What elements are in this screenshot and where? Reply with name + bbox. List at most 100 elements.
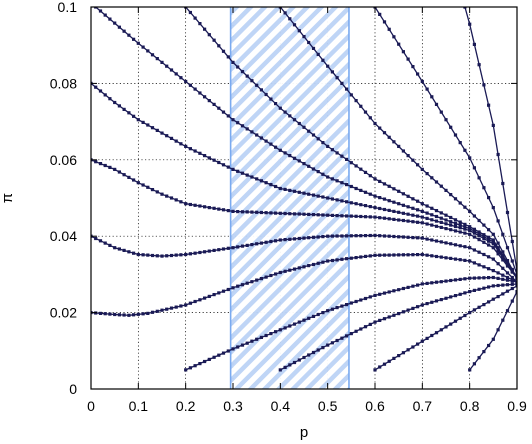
data-point — [439, 216, 443, 220]
data-point — [316, 213, 320, 217]
x-tick-label: 0.2 — [176, 398, 196, 414]
data-point — [354, 214, 358, 218]
data-point — [463, 222, 467, 226]
data-point — [132, 251, 136, 255]
data-point — [449, 256, 453, 260]
data-point — [302, 212, 306, 216]
data-point — [392, 313, 396, 317]
data-point — [496, 246, 500, 250]
data-point — [416, 253, 420, 257]
data-point — [349, 256, 353, 260]
data-point — [378, 292, 382, 296]
data-point — [463, 313, 467, 318]
data-point — [387, 184, 391, 188]
data-point — [212, 248, 216, 252]
data-point — [468, 22, 472, 26]
data-point — [425, 281, 429, 285]
data-point — [292, 23, 297, 27]
data-point — [307, 264, 311, 268]
data-point — [231, 209, 235, 213]
data-point — [439, 225, 443, 229]
data-point — [221, 247, 226, 251]
data-point — [392, 35, 396, 39]
data-point — [434, 280, 439, 284]
data-point — [340, 257, 344, 261]
data-point — [482, 350, 486, 354]
data-point — [378, 12, 382, 16]
data-point — [141, 120, 145, 124]
data-point — [434, 219, 439, 223]
data-point — [411, 158, 415, 162]
data-point — [373, 121, 377, 126]
data-point — [458, 277, 462, 281]
data-point — [472, 276, 476, 280]
data-point — [226, 165, 230, 169]
data-point — [472, 308, 476, 312]
data-point — [259, 210, 263, 215]
data-point — [491, 284, 495, 288]
data-point — [378, 206, 382, 211]
x-tick-label: 0 — [87, 398, 95, 414]
data-point — [463, 231, 467, 235]
data-point — [321, 58, 325, 62]
data-point — [231, 118, 235, 122]
data-point — [297, 159, 301, 163]
data-point — [491, 275, 495, 280]
data-point — [416, 305, 420, 309]
data-point — [321, 346, 325, 350]
data-point — [117, 247, 121, 251]
data-point — [165, 254, 169, 258]
data-point — [165, 194, 169, 198]
data-point — [434, 180, 439, 184]
data-point — [311, 167, 316, 171]
data-point — [184, 303, 188, 307]
data-point — [188, 147, 192, 151]
data-point — [245, 127, 249, 131]
data-point — [236, 245, 240, 249]
data-point — [255, 278, 259, 282]
data-point — [302, 191, 306, 195]
data-point — [359, 327, 363, 331]
data-point — [416, 214, 420, 218]
data-point — [510, 267, 514, 271]
data-point — [453, 257, 458, 261]
data-point — [387, 234, 391, 238]
data-point — [434, 331, 439, 335]
data-point — [444, 279, 448, 283]
data-point — [392, 217, 396, 221]
data-point — [458, 226, 462, 230]
data-point — [203, 359, 207, 364]
data-point — [141, 253, 145, 257]
data-point — [477, 263, 481, 267]
data-point — [373, 215, 377, 219]
data-point — [477, 176, 481, 180]
y-tick-label: 0.02 — [50, 305, 77, 321]
data-point — [510, 299, 514, 303]
data-point — [108, 17, 112, 21]
data-point — [487, 235, 491, 239]
data-point — [378, 196, 382, 200]
data-point — [392, 234, 396, 239]
y-tick-label: 0.08 — [50, 75, 77, 91]
data-point — [207, 206, 211, 210]
data-point — [330, 213, 334, 217]
data-point — [169, 68, 174, 72]
data-point — [136, 41, 140, 45]
data-point — [401, 218, 405, 223]
data-point — [354, 164, 358, 168]
data-point — [113, 246, 117, 250]
data-point — [363, 296, 368, 301]
data-point — [463, 225, 467, 229]
data-point — [165, 307, 169, 311]
data-point — [264, 211, 268, 215]
data-point — [288, 212, 292, 216]
data-point — [132, 37, 136, 41]
data-point — [198, 250, 202, 255]
data-point — [345, 87, 349, 91]
data-point — [501, 292, 505, 296]
data-point — [430, 238, 434, 242]
data-point — [487, 267, 491, 271]
data-point — [515, 269, 517, 273]
data-point — [482, 233, 486, 237]
